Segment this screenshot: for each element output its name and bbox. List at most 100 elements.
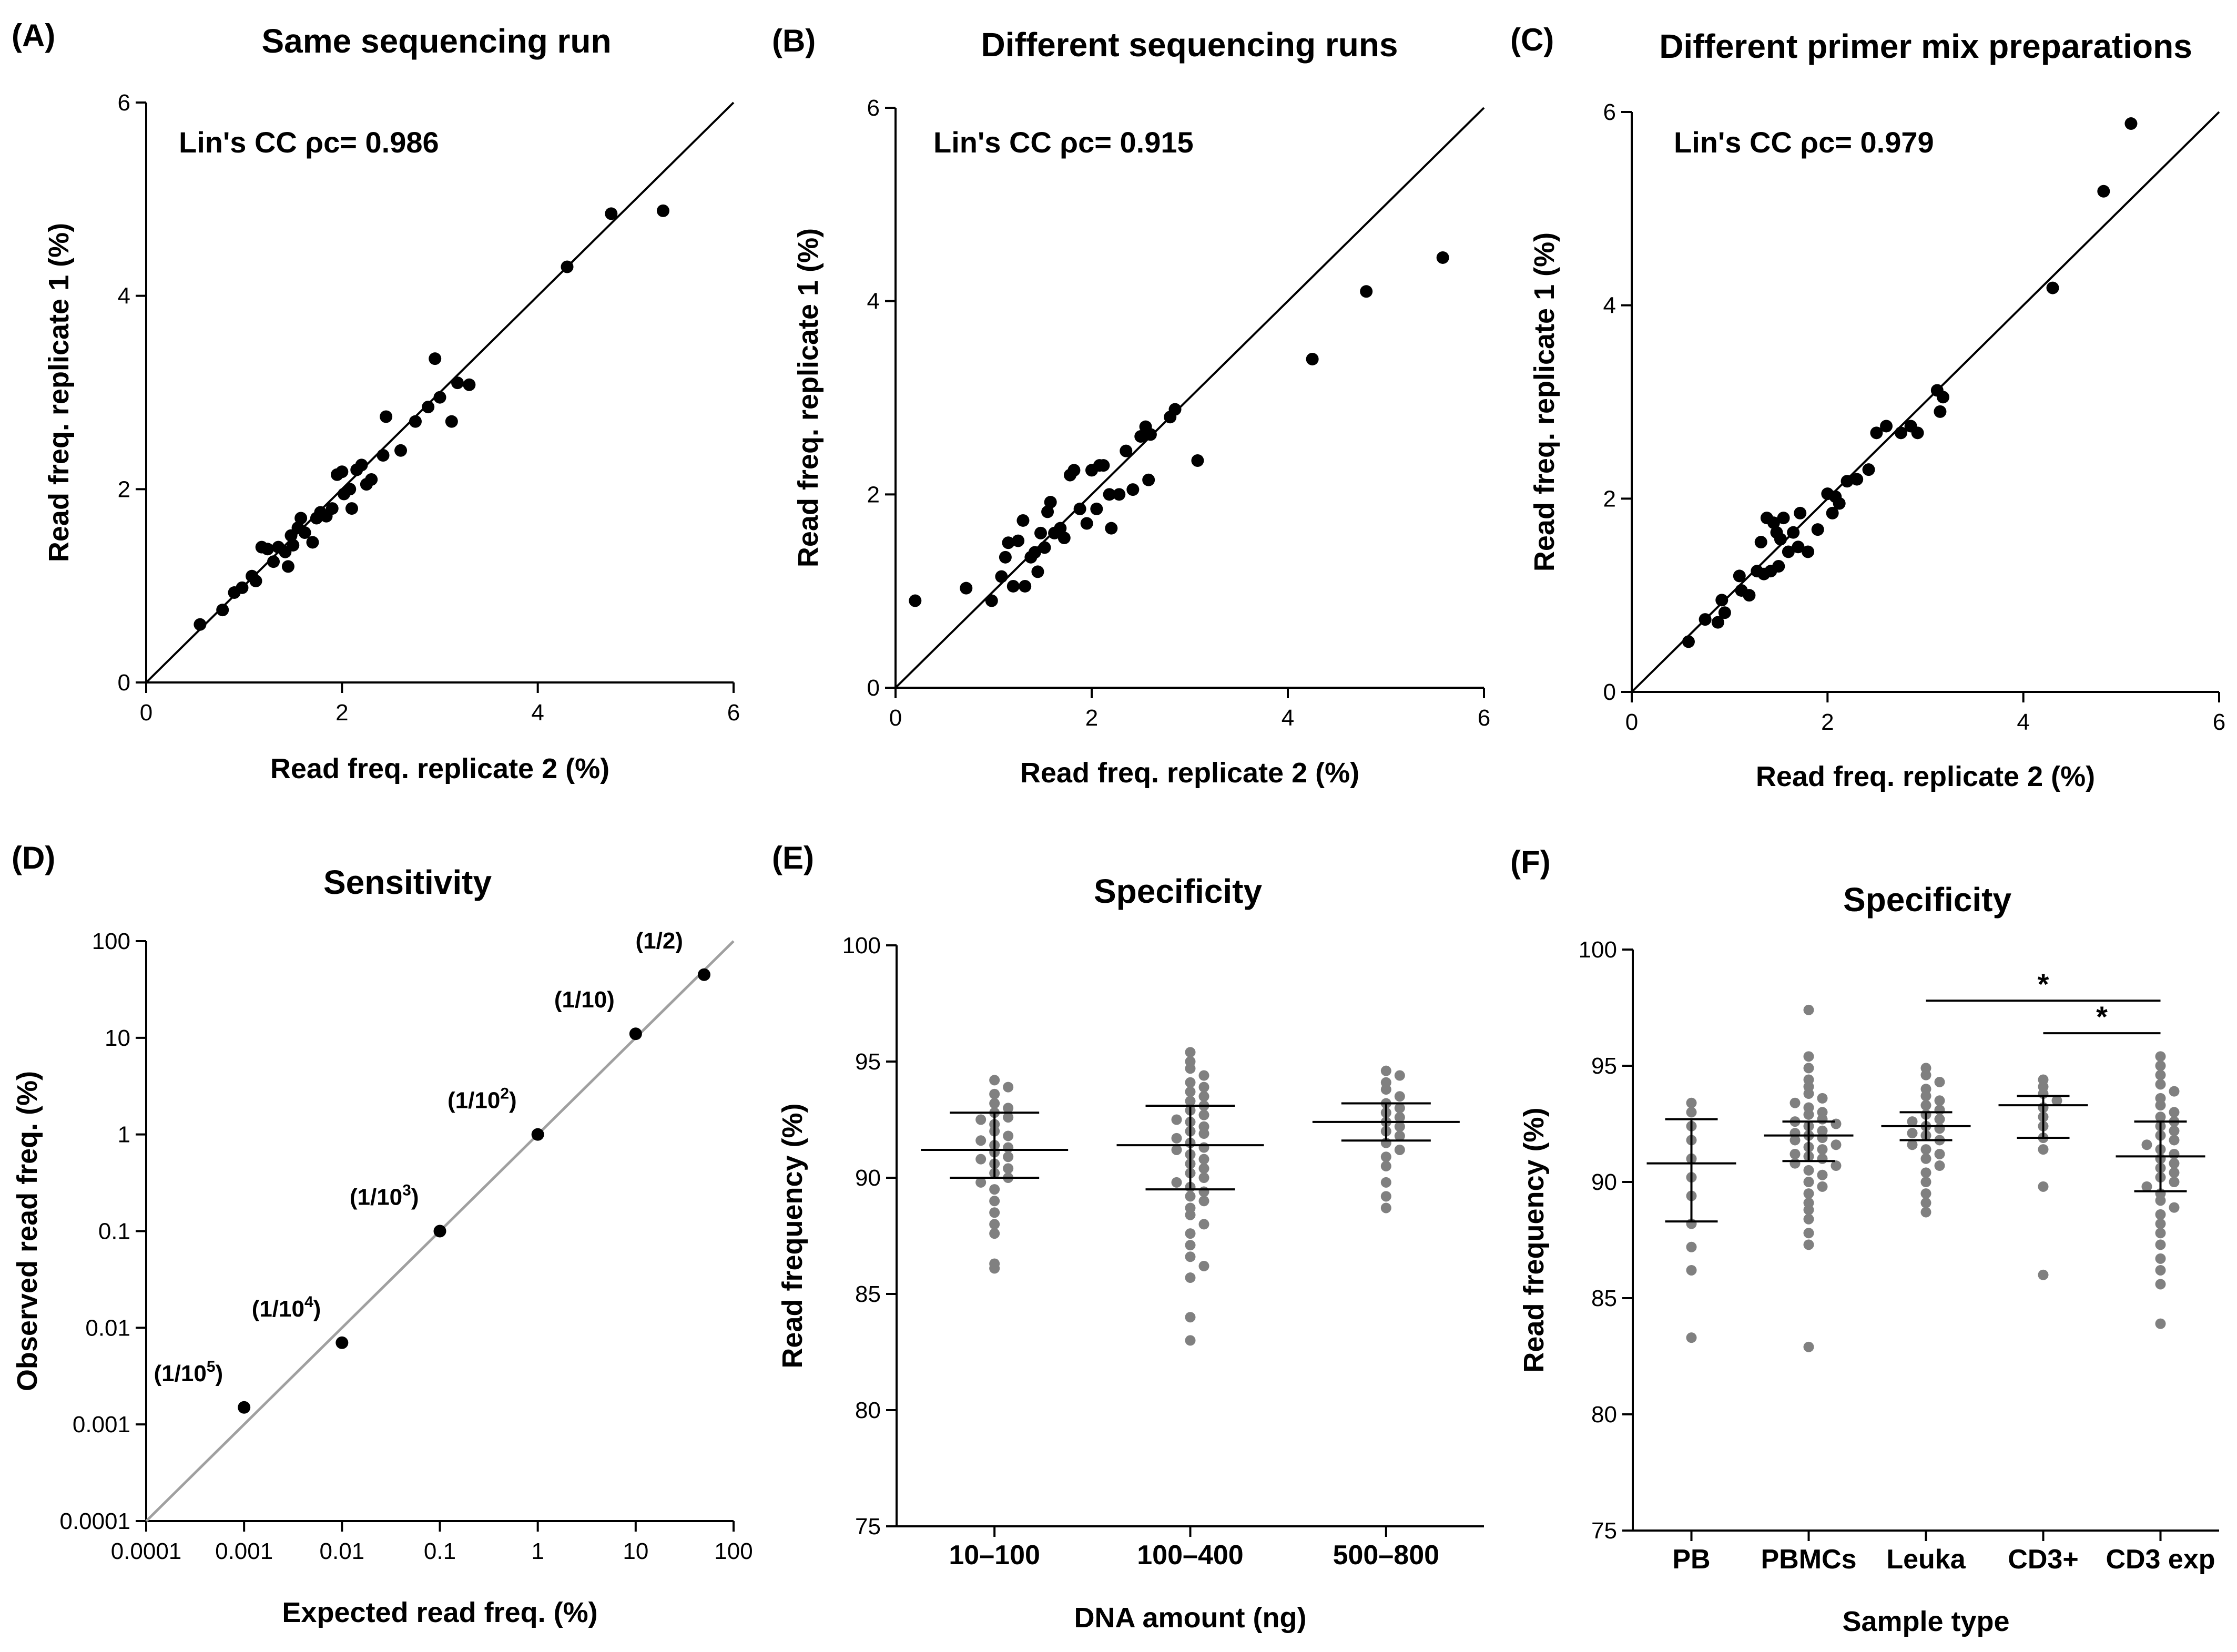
panel-b-point <box>1142 473 1155 486</box>
panel-e-dot <box>1185 1063 1196 1074</box>
panel-b-point <box>1031 565 1044 578</box>
panel-f-dot <box>2155 1111 2166 1123</box>
panel-e-dot <box>989 1263 1000 1274</box>
panel-e-dot <box>975 1114 987 1125</box>
panel-f-dot <box>1817 1144 1828 1155</box>
panel-f-dot <box>1920 1167 1931 1178</box>
panel-e-dot <box>1185 1047 1196 1058</box>
panel-b-point <box>1058 532 1071 545</box>
panel-b-point <box>1120 444 1133 457</box>
panel-d-point-label-main: (1/2) <box>635 928 683 954</box>
panel-f-letter: (F) <box>1510 844 1551 880</box>
panel-f-dot <box>2169 1125 2180 1136</box>
panel-e-dot <box>1198 1142 1209 1153</box>
panel-f-dot <box>1907 1116 1918 1127</box>
panel-a-y-tick-label: 4 <box>118 283 130 309</box>
panel-b-point <box>1113 488 1126 501</box>
panel-d-point-label-close: ) <box>509 1088 517 1114</box>
panel-c-point <box>1880 420 1893 433</box>
panel-f-y-tick-label: 100 <box>1579 937 1617 963</box>
panel-f-dot <box>1920 1177 1931 1187</box>
panel-f-dot <box>1817 1153 1828 1164</box>
panel-c-x-tick-label: 4 <box>2017 709 2029 735</box>
panel-e-dot <box>1198 1219 1209 1230</box>
panel-e-dot <box>1380 1202 1391 1213</box>
panel-e-dot <box>1171 1133 1182 1144</box>
panel-a-point <box>294 512 308 525</box>
panel-b-point <box>1012 534 1025 547</box>
panel-f-dot <box>1831 1118 1842 1129</box>
panel-d-point <box>335 1336 349 1349</box>
panel-a-point <box>345 502 358 515</box>
panel-f-x-tick-label: CD3 exp <box>2106 1544 2215 1575</box>
panel-c-point <box>1711 616 1724 629</box>
panel-f-dot <box>1934 1076 1945 1087</box>
panel-f-dot <box>2169 1107 2180 1118</box>
panel-c-y-tick-label: 2 <box>1603 486 1616 512</box>
panel-b-point <box>1103 488 1116 501</box>
panel-f-dot <box>1920 1100 1931 1111</box>
panel-c-x-label: Read freq. replicate 2 (%) <box>1756 761 2095 792</box>
panel-f-dot <box>1831 1139 1842 1150</box>
panel-e-y-tick-label: 90 <box>855 1165 881 1191</box>
panel-f-dot <box>1789 1135 1801 1146</box>
panel-c-point <box>1777 512 1790 525</box>
panel-f-dot <box>1817 1114 1828 1125</box>
panel-e-dot <box>989 1196 1000 1207</box>
panel-a-point <box>306 536 319 549</box>
panel-f-dot <box>2038 1181 2049 1192</box>
panel-d-y-label: Observed read freq. (%) <box>12 1071 43 1391</box>
panel-e-dot <box>1198 1109 1209 1120</box>
panel-e-title: Specificity <box>1094 872 1263 910</box>
panel-f-dot <box>1803 1213 1814 1225</box>
panel-b-point <box>1191 454 1204 467</box>
panel-f-y-tick-label: 80 <box>1591 1402 1617 1427</box>
panel-b-point <box>960 582 973 595</box>
panel-e-dot <box>1198 1128 1209 1139</box>
panel-c-point <box>1787 526 1800 539</box>
panel-e-y-tick-label: 100 <box>842 933 881 958</box>
panel-f-dot <box>1789 1158 1801 1169</box>
panel-d-point-label-exp: 5 <box>207 1358 216 1375</box>
panel-e-dot <box>1394 1112 1405 1123</box>
panel-b-point <box>1097 459 1110 472</box>
panel-b-identity-line <box>894 107 1485 689</box>
panel-c-point <box>1841 475 1854 488</box>
panel-e-dot <box>975 1177 987 1188</box>
panel-f-dot <box>1934 1123 1945 1134</box>
panel-f-dot <box>1803 1188 1814 1199</box>
panel-e-dot <box>1198 1082 1209 1093</box>
panel-a-point <box>249 574 262 587</box>
panel-b-point <box>1002 536 1015 549</box>
panel-a-point <box>561 260 574 273</box>
panel-c-y-label: Read freq. replicate 1 (%) <box>1529 232 1560 572</box>
panel-b-point <box>1054 522 1067 535</box>
panel-b-point <box>1041 505 1054 518</box>
panel-c-point <box>1826 506 1839 519</box>
panel-b-x-label: Read freq. replicate 2 (%) <box>1020 757 1359 789</box>
panel-f-dot <box>2155 1051 2166 1062</box>
panel-a-y-tick-label: 2 <box>118 476 130 502</box>
panel-c-point <box>1718 606 1731 619</box>
panel-d-x-tick-label: 1 <box>531 1538 544 1564</box>
panel-a-point <box>429 352 442 365</box>
panel-f-dot <box>1803 1109 1814 1120</box>
panel-c-x-tick-label: 0 <box>1625 709 1638 735</box>
panel-d-x-tick-label: 0.001 <box>215 1538 273 1564</box>
panel-f-x-tick-label: CD3+ <box>2008 1544 2078 1575</box>
panel-c-point <box>1811 523 1824 536</box>
panel-f-dot <box>1803 1165 1814 1176</box>
panel-d-y-tick-label: 0.1 <box>98 1219 130 1245</box>
panel-f-significance-star: * <box>2096 1000 2108 1033</box>
panel-f-dot <box>1686 1332 1697 1343</box>
panel-a-point <box>380 410 393 423</box>
panel-e-y-tick-label: 75 <box>855 1514 881 1539</box>
panel-e-y-tick-label: 80 <box>855 1398 881 1423</box>
panel-d-y-tick-label: 0.0001 <box>59 1508 130 1534</box>
panel-a-x-tick-label: 2 <box>335 700 348 726</box>
panel-f-dot <box>1789 1097 1801 1108</box>
panel-e-dot <box>1394 1144 1405 1155</box>
panel-b-x-tick-label: 6 <box>1478 705 1490 731</box>
panel-e-dot <box>1003 1163 1014 1174</box>
